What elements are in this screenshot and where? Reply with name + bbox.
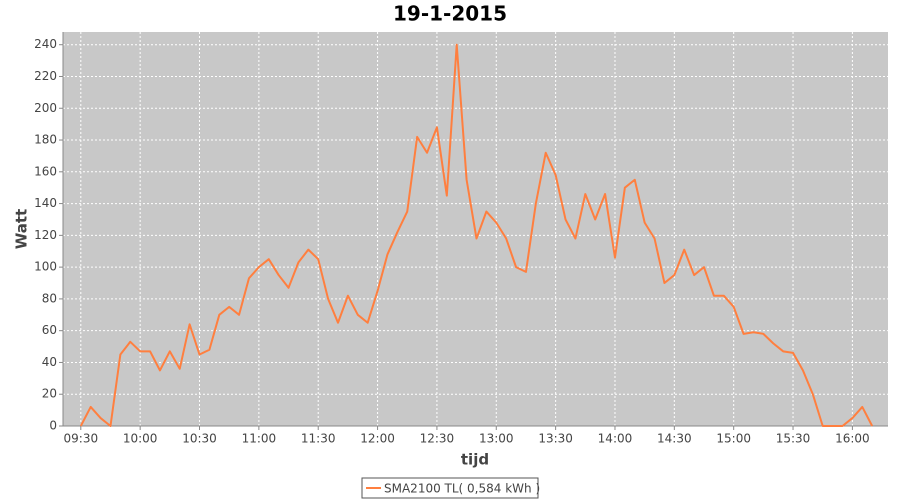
x-tick-label: 16:00	[835, 432, 870, 446]
y-tick-label: 0	[49, 419, 57, 433]
y-tick-label: 40	[42, 355, 57, 369]
x-tick-label: 14:00	[598, 432, 633, 446]
y-tick-label: 80	[42, 291, 57, 305]
y-tick-label: 200	[34, 101, 57, 115]
x-tick-label: 13:30	[538, 432, 573, 446]
y-tick-label: 220	[34, 69, 57, 83]
x-tick-label: 10:00	[123, 432, 158, 446]
x-tick-label: 15:00	[716, 432, 751, 446]
y-tick-label: 140	[34, 196, 57, 210]
y-tick-label: 60	[42, 323, 57, 337]
x-tick-label: 14:30	[657, 432, 692, 446]
x-tick-label: 09:30	[64, 432, 99, 446]
x-tick-label: 12:30	[420, 432, 455, 446]
x-axis-label: tijd	[461, 451, 489, 469]
x-tick-label: 15:30	[776, 432, 811, 446]
y-tick-label: 240	[34, 37, 57, 51]
legend	[361, 477, 539, 499]
data-line	[79, 43, 874, 427]
chart-title: 19-1-2015	[393, 2, 507, 26]
x-tick-label: 10:30	[182, 432, 217, 446]
y-tick-label: 100	[34, 260, 57, 274]
y-tick-label: 180	[34, 133, 57, 147]
y-tick-label: 20	[42, 387, 57, 401]
legend-label: SMA2100 TL( 0,584 kWh )	[384, 482, 540, 496]
y-tick-label: 120	[34, 228, 57, 242]
x-tick-label: 11:00	[242, 432, 277, 446]
x-tick-label: 11:30	[301, 432, 336, 446]
x-tick-label: 12:00	[360, 432, 395, 446]
x-tick-label: 13:00	[479, 432, 514, 446]
y-tick-label: 160	[34, 164, 57, 178]
y-axis-label: Watt	[13, 209, 31, 249]
